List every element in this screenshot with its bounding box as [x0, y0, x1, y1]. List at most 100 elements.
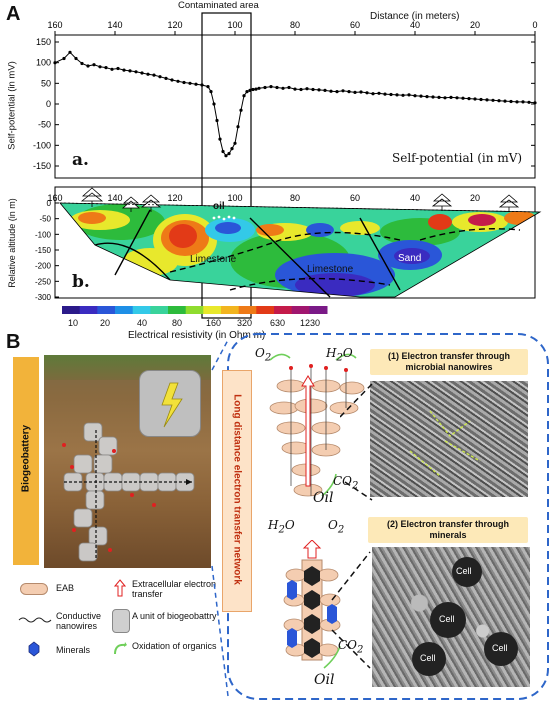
sp-series	[53, 50, 537, 158]
legend-minerals: Minerals	[56, 645, 91, 655]
d1-h2o-text: H	[326, 346, 337, 360]
battery-unit-inset	[139, 370, 201, 437]
sp-line	[54, 51, 536, 157]
legend-unit: A unit of biogeobattry	[132, 611, 217, 621]
panel-b-legend: EAB Extracellular electron transfer Cond…	[14, 575, 224, 695]
er-tick-label: 0	[47, 199, 52, 208]
er-tick-label: -300	[35, 293, 52, 302]
sp-point	[248, 88, 252, 92]
colorbar-tick: 160	[206, 318, 222, 328]
network-label-bar: Long distance electron transfer network	[222, 370, 252, 612]
sp-point	[104, 66, 108, 70]
colorbar-swatch	[115, 306, 134, 314]
sp-point	[68, 50, 72, 54]
er-x-tick-label: 160	[47, 193, 62, 203]
sp-point	[407, 93, 411, 97]
sp-point	[347, 90, 351, 94]
sp-point	[110, 67, 114, 71]
sp-point	[461, 96, 465, 100]
sp-point	[317, 88, 321, 92]
limestone-label-2: Limestone	[307, 264, 354, 275]
oil-dots	[212, 215, 236, 221]
sp-point	[269, 85, 273, 89]
sp-point	[200, 83, 204, 87]
sp-point	[485, 98, 489, 102]
sp-ylabel-wrap: Self-potential (in mV)	[2, 52, 18, 162]
top-tick-label: 160	[47, 20, 62, 30]
sp-point	[206, 85, 210, 89]
top-tick-label: 0	[532, 20, 537, 30]
sp-point	[254, 87, 258, 91]
layer-boundary-2	[229, 277, 391, 291]
sp-point	[236, 125, 240, 129]
sp-tick-label: -50	[38, 120, 51, 130]
d2-oil: Oil	[314, 672, 335, 688]
sp-inner-title: Self-potential (in mV)	[392, 151, 523, 165]
sp-point	[134, 70, 138, 74]
cell-label: Cell	[420, 653, 436, 663]
sp-point	[122, 68, 126, 72]
sp-tick-label: 100	[36, 58, 51, 68]
er-tick-label: -150	[35, 246, 52, 255]
sp-point	[419, 94, 423, 98]
top-distance-axis: 160 140 120 100 80 60 40 20 0	[47, 20, 538, 35]
sp-point	[287, 85, 291, 90]
sp-point	[257, 86, 261, 90]
er-x-tick-label: 80	[290, 193, 300, 203]
connector-1	[340, 383, 373, 501]
sp-point	[497, 99, 501, 103]
sp-point	[263, 85, 267, 90]
er-ylabel-wrap: Relative altitude (in m)	[2, 190, 17, 300]
sp-point	[467, 97, 471, 101]
sp-ylabel: Self-potential (in mV)	[6, 61, 18, 150]
sp-point	[491, 98, 495, 102]
biogeobattery-bar: Biogeobattery	[13, 357, 39, 565]
d2-o2-text: O	[328, 518, 338, 532]
tree-icons	[80, 187, 520, 212]
sp-point	[80, 61, 84, 66]
colorbar-swatch	[238, 306, 257, 314]
colorbar-tick: 40	[137, 318, 148, 328]
panel-a-letter: A	[6, 3, 21, 25]
legend-eab: EAB	[56, 583, 75, 593]
sp-point	[230, 147, 234, 151]
panel-a-svg: 150 100 50 0 -50 -100 -150 160 140 120 100 80 60 40 2…	[33, 12, 542, 319]
nanowire-icon	[18, 617, 52, 623]
sp-point	[521, 100, 525, 104]
colorbar-swatch	[203, 306, 222, 314]
sp-point	[224, 154, 228, 158]
sp-point	[479, 97, 483, 102]
box1-title: (1) Electron transfer through microbial …	[370, 349, 528, 375]
colorbar-swatch	[62, 306, 81, 314]
sp-point	[305, 87, 309, 91]
sp-point	[395, 93, 399, 97]
sp-point	[53, 61, 57, 65]
colorbar-tick: 1230	[300, 318, 321, 328]
d1-o2-sub: 2	[264, 352, 272, 364]
er-x-tick-label: 40	[410, 193, 420, 203]
sp-point	[509, 99, 513, 104]
er-plot-frame	[54, 186, 536, 299]
d2-h2o-sub: 2	[278, 524, 285, 536]
sp-point	[371, 92, 375, 96]
sp-point	[242, 94, 246, 98]
er-ylabel: Relative altitude (in m)	[7, 198, 17, 288]
colorbar-swatch	[97, 306, 116, 314]
sp-point	[383, 92, 387, 96]
sp-point	[128, 69, 132, 73]
d1-h2o: H2O	[326, 346, 353, 363]
cell-label: Cell	[439, 614, 455, 624]
colorbar-swatch	[291, 306, 310, 314]
d1-o2-text: O	[255, 346, 265, 360]
sp-point	[140, 71, 144, 75]
sp-point	[221, 149, 225, 154]
legend-oxidation: Oxidation of organics	[132, 641, 217, 651]
battery-units-grid	[62, 422, 195, 562]
sp-point	[365, 91, 369, 95]
sem-nanowires-image	[370, 381, 528, 497]
cell-2: Cell	[430, 602, 466, 638]
sand-label: Sand	[398, 253, 422, 264]
nanowire-diagram	[269, 353, 365, 497]
sp-point	[92, 63, 96, 67]
sp-point	[293, 87, 297, 91]
